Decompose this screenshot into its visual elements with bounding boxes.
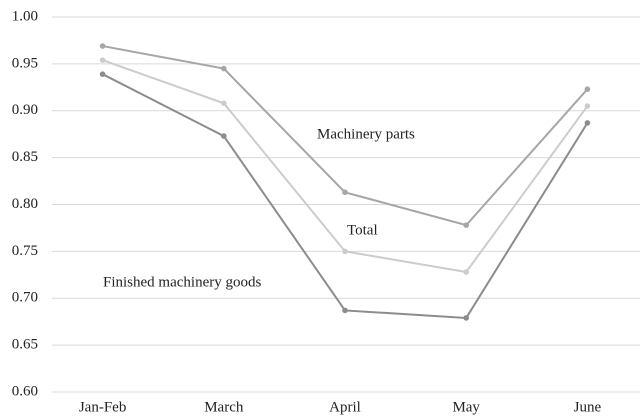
point: [584, 86, 591, 92]
y-tick-label: 0.65: [12, 337, 38, 353]
x-tick-label: June: [574, 399, 602, 415]
y-tick-label: 0.75: [12, 243, 38, 259]
y-tick-label: 0.95: [12, 55, 38, 71]
x-tick-label: May: [452, 399, 480, 415]
point: [342, 307, 348, 314]
series-label: Total: [347, 222, 378, 238]
y-tick-label: 0.60: [12, 383, 38, 399]
y-tick-label: 0.85: [12, 149, 38, 165]
point: [221, 133, 227, 139]
point: [584, 120, 591, 126]
point: [463, 222, 470, 228]
point: [99, 43, 106, 49]
series-label: Finished machinery goods: [103, 274, 261, 290]
x-tick-label: March: [204, 399, 244, 415]
y-tick-label: 0.90: [12, 102, 38, 118]
point: [221, 65, 227, 72]
y-tick-label: 0.70: [12, 290, 38, 306]
y-tick-label: 1.00: [12, 8, 38, 24]
point: [342, 189, 348, 196]
y-tick-label: 0.80: [12, 196, 38, 212]
point: [99, 57, 106, 63]
point: [584, 103, 591, 109]
point: [463, 315, 470, 321]
point: [463, 269, 470, 275]
x-tick-label: April: [329, 399, 361, 415]
point: [342, 248, 348, 255]
series-label: Machinery parts: [317, 126, 415, 142]
point: [221, 100, 227, 107]
x-tick-label: Jan-Feb: [79, 399, 127, 415]
point: [99, 71, 106, 77]
